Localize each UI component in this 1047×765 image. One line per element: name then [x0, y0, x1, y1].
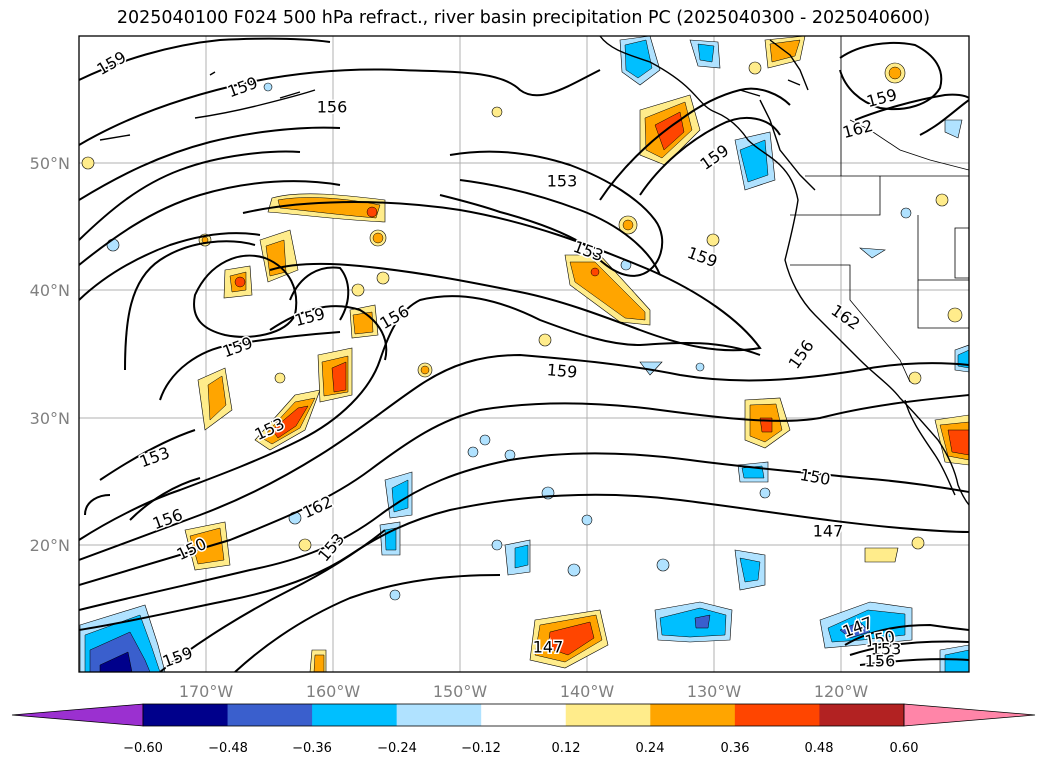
contour-label: 159 — [225, 73, 260, 101]
colorbar-tick-label: −0.48 — [208, 741, 248, 756]
graticule — [79, 36, 969, 672]
lat-label: 20°N — [30, 536, 70, 555]
colorbar-segment — [143, 704, 229, 726]
colorbar-tick-label: 0.12 — [552, 741, 581, 756]
contour-label: 159 — [94, 47, 130, 79]
colorbar-tick-label: −0.36 — [292, 741, 332, 756]
colorbar-segment — [396, 704, 482, 726]
lon-label: 120°W — [814, 682, 869, 701]
colorbar-ticks: −0.60 −0.48 −0.36 −0.24 −0.12 0.12 0.24 … — [123, 741, 918, 756]
colorbar-segment — [565, 704, 651, 726]
map-frame — [78, 35, 970, 673]
lat-label: 30°N — [30, 409, 70, 428]
map-title: 2025040100 F024 500 hPa refract., river … — [116, 8, 931, 28]
colorbar-tick-label: 0.60 — [890, 741, 919, 756]
contour-label: 159 — [293, 304, 327, 330]
colorbar-tick-label: −0.24 — [377, 741, 417, 756]
contour-label: 153 — [547, 172, 578, 191]
contour-label: 162 — [841, 116, 875, 142]
contour-label: 147 — [533, 638, 564, 657]
contour-label: 153 — [871, 640, 902, 659]
lon-label: 130°W — [687, 682, 742, 701]
contour-label: 156 — [317, 98, 348, 117]
contour-label: 159 — [685, 243, 720, 271]
coastlines — [99, 36, 969, 506]
contour-label: 156 — [150, 505, 185, 533]
contour-label: 156 — [865, 652, 896, 671]
contour-label: 159 — [220, 333, 255, 361]
lon-label: 160°W — [306, 682, 361, 701]
latitude-axis: 50°N 40°N 30°N 20°N — [30, 154, 70, 555]
colorbar-extend-min — [11, 703, 144, 727]
contour-label: 147 — [813, 522, 844, 541]
contour-label: 156 — [785, 336, 818, 372]
colorbar-segment — [819, 704, 905, 726]
lon-label: 170°W — [179, 682, 234, 701]
colorbar-tick-label: 0.48 — [805, 741, 834, 756]
colorbar-tick-label: −0.60 — [123, 741, 163, 756]
contour-label: 159 — [160, 643, 195, 671]
contour-label: 162 — [828, 301, 864, 334]
contour-label: 159 — [696, 141, 732, 174]
longitude-axis: 170°W 160°W 150°W 140°W 130°W 120°W — [179, 682, 869, 701]
lon-label: 140°W — [560, 682, 615, 701]
lat-label: 40°N — [30, 281, 70, 300]
colorbar-segment — [312, 704, 398, 726]
contour-label: 153 — [137, 443, 172, 471]
colorbar-segment — [650, 704, 736, 726]
contour-label: 150 — [798, 465, 831, 489]
lat-label: 50°N — [30, 154, 70, 173]
colorbar-segment — [481, 704, 567, 726]
height-contours — [79, 37, 969, 672]
colorbar-segment — [227, 704, 313, 726]
contour-label: 156 — [377, 301, 413, 333]
contour-label: 159 — [546, 360, 578, 382]
precipitation-shading — [79, 36, 969, 672]
colorbar-tick-label: 0.24 — [636, 741, 665, 756]
colorbar-extend-max — [903, 703, 1036, 727]
lon-label: 150°W — [433, 682, 488, 701]
state-borders — [790, 36, 969, 383]
colorbar-tick-label: 0.36 — [721, 741, 750, 756]
contour-label: 162 — [300, 492, 336, 522]
colorbar-segment — [734, 704, 820, 726]
colorbar — [11, 703, 1036, 727]
colorbar-frame — [142, 703, 905, 727]
colorbar-tick-label: −0.12 — [461, 741, 501, 756]
